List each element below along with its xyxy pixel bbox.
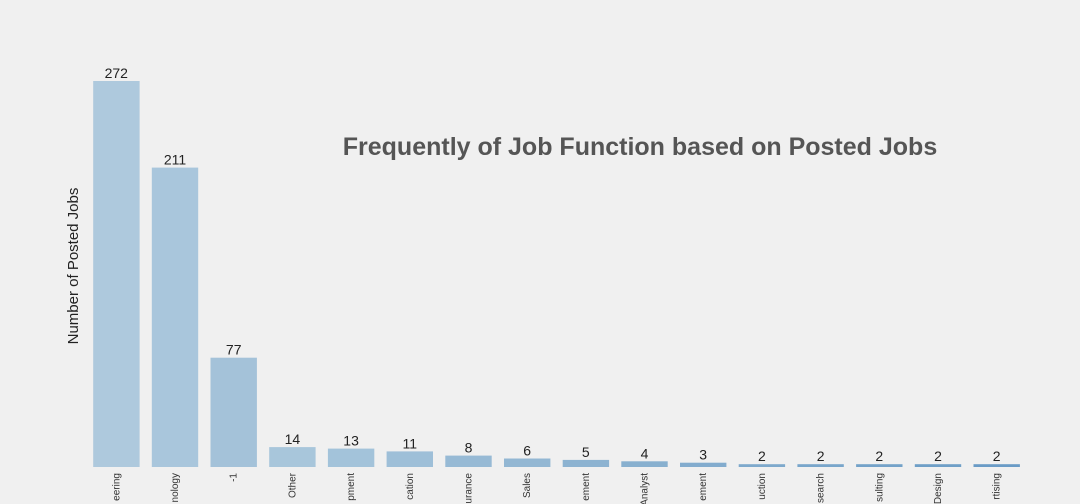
x-tick-label: urance [464, 473, 475, 504]
x-tick-label: uction [757, 473, 768, 500]
bar-value-label: 5 [582, 444, 590, 460]
bar-value-label: 2 [758, 448, 766, 464]
bar-value-label: 211 [164, 152, 187, 168]
x-tick-label: -1 [229, 473, 240, 482]
x-tick-label: Sales [522, 473, 533, 498]
bar-9 [621, 461, 668, 467]
bar-7 [504, 458, 551, 467]
bar-6 [445, 455, 492, 467]
bar-value-label: 77 [226, 342, 242, 358]
bar-value-label: 2 [817, 448, 825, 464]
bar-4 [327, 448, 375, 467]
bar-12 [797, 464, 844, 467]
bar-1 [151, 167, 199, 467]
x-tick-label: pment [346, 473, 357, 501]
bars-group: 272 eering 211 nology 77 -1 14 Other 13 pment 11 ca… [93, 65, 1020, 504]
bar-value-label: 14 [285, 431, 301, 447]
x-tick-label: ement [698, 473, 709, 501]
x-tick-label: Analyst [640, 473, 651, 504]
bar-5 [386, 451, 433, 467]
bar-value-label: 8 [465, 440, 473, 456]
x-tick-label: rtising [992, 473, 1003, 500]
bar-value-label: 3 [699, 447, 707, 463]
x-tick-label: search [816, 473, 827, 503]
bar-value-label: 6 [523, 443, 531, 459]
bar-value-label: 2 [934, 448, 942, 464]
bar-2 [210, 357, 257, 467]
x-tick-label: sulting [874, 473, 885, 502]
bar-value-label: 272 [105, 65, 129, 81]
x-tick-label: nology [170, 473, 181, 502]
bar-15 [973, 464, 1020, 467]
bar-13 [856, 464, 903, 467]
bar-value-label: 13 [343, 433, 359, 449]
chart-title: Frequently of Job Function based on Post… [343, 133, 937, 161]
bar-14 [914, 464, 962, 467]
bar-11 [738, 464, 786, 467]
x-tick-label: Other [287, 472, 298, 498]
bar-value-label: 4 [641, 445, 649, 461]
bar-value-label: 11 [403, 435, 418, 451]
x-tick-label: ement [581, 473, 592, 501]
x-tick-label: cation [405, 473, 416, 500]
bar-3 [269, 447, 316, 467]
bar-0 [93, 81, 140, 467]
bar-value-label: 2 [993, 448, 1001, 464]
bar-8 [562, 459, 610, 467]
x-tick-label: Design [933, 473, 944, 504]
bar-10 [680, 462, 727, 467]
bar-value-label: 2 [875, 448, 883, 464]
x-tick-label: eering [111, 473, 122, 501]
y-axis-label: Number of Posted Jobs [65, 188, 82, 345]
